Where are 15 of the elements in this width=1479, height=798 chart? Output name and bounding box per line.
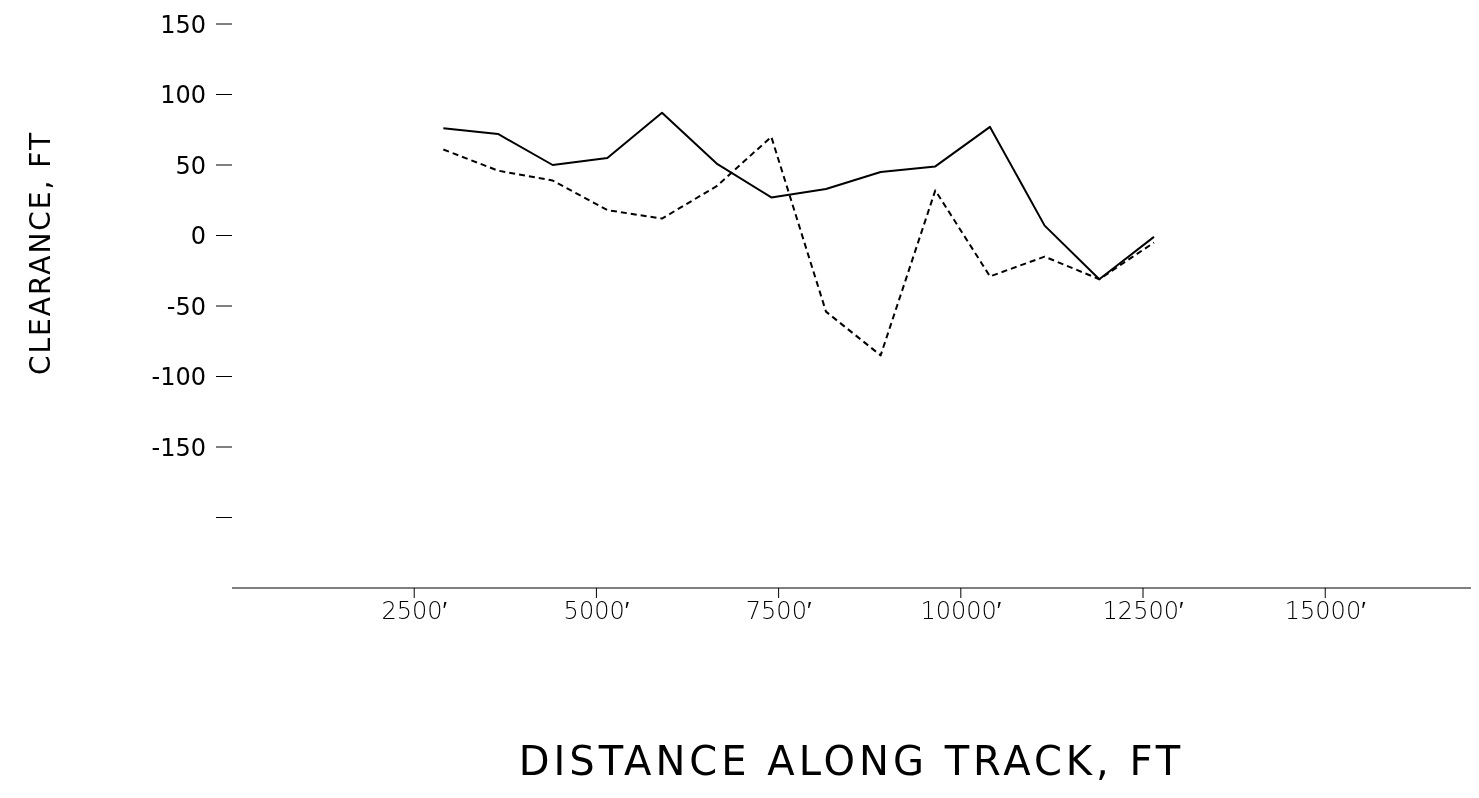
y-tick-label: 0 — [190, 222, 206, 251]
y-tick-label: 100 — [160, 81, 206, 110]
y-tick-label: -100 — [151, 363, 206, 392]
x-tick-label: 5000′ — [563, 597, 630, 626]
x-axis-title: DISTANCE ALONG TRACK, FT — [517, 738, 1186, 784]
x-tick-label: 2500′ — [381, 597, 448, 626]
x-tick-label: 15000′ — [1284, 597, 1367, 626]
y-tick-label: 50 — [175, 151, 206, 180]
y-tick-label: -50 — [166, 292, 206, 321]
y-tick-label: 150 — [160, 10, 206, 39]
x-tick-label: 12500′ — [1102, 597, 1184, 626]
x-tick-label: 10000′ — [920, 597, 1002, 626]
y-tick-label: -150 — [151, 433, 206, 462]
x-tick-label: 7500′ — [745, 597, 812, 626]
y-axis-title: CLEARANCE, FT — [23, 130, 57, 376]
